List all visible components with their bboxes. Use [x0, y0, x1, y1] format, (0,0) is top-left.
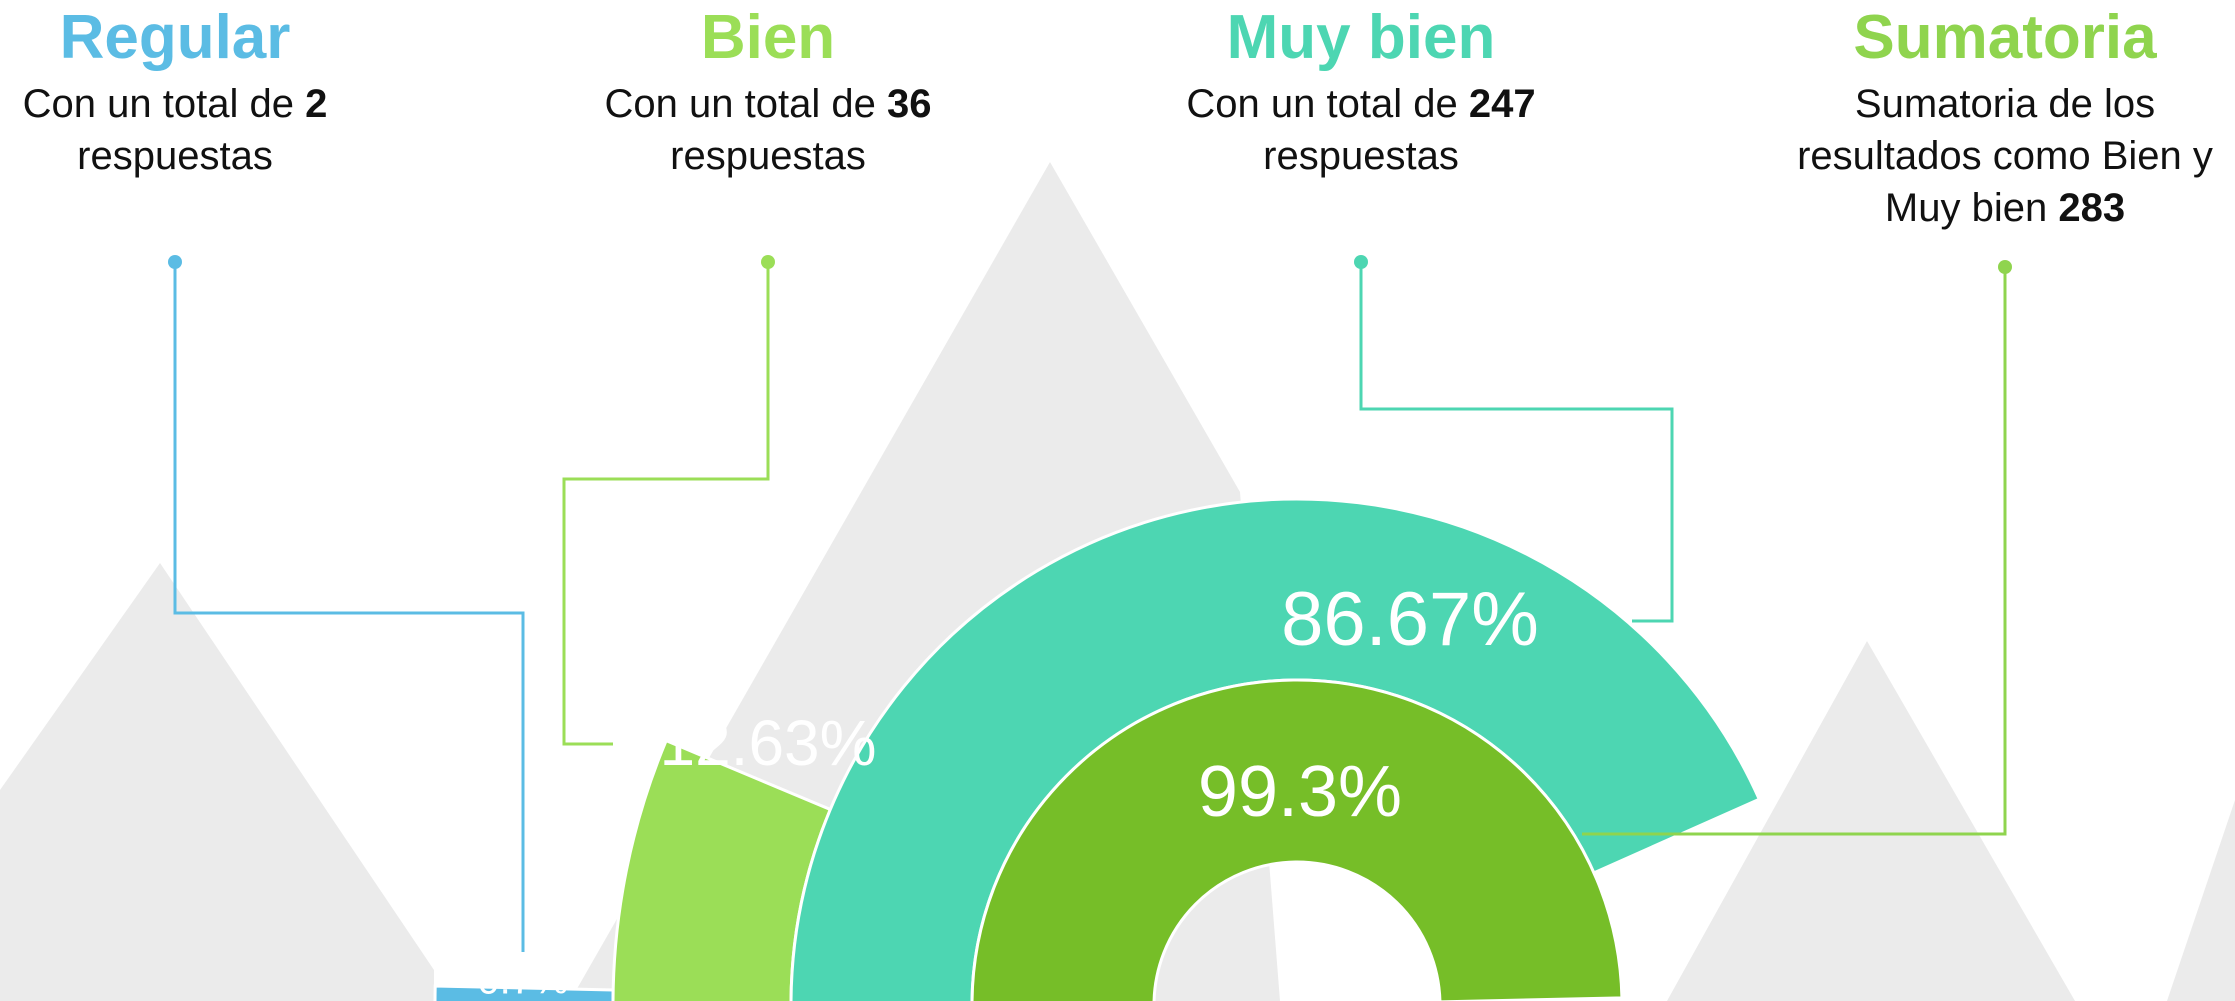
description: Con un total de 36 respuestas	[578, 78, 958, 182]
description: Sumatoria de los resultados como Bien y …	[1770, 78, 2235, 234]
description: Con un total de 2 respuestas	[0, 78, 355, 182]
mountain	[2167, 800, 2235, 1001]
rings	[435, 499, 1759, 1001]
dot	[761, 255, 775, 269]
description: Con un total de 247 respuestas	[1161, 78, 1561, 182]
description-text: Con un total de	[1186, 82, 1457, 126]
description-text: Sumatoria de los resultados como Bien y …	[1797, 82, 2213, 230]
series-title: Muy bien	[1161, 6, 1561, 70]
series-title: Sumatoria	[1770, 6, 2235, 70]
value-label: 0.7%	[477, 959, 568, 1001]
header-column: Bien Con un total de 36 respuestas	[578, 0, 958, 182]
value-label: 99.3%	[1198, 752, 1402, 832]
series-title: Bien	[578, 6, 958, 70]
header-column: Regular Con un total de 2 respuestas	[0, 0, 355, 182]
description-text: Con un total de	[23, 82, 294, 126]
count: 2	[305, 82, 327, 126]
series-title: Regular	[0, 6, 355, 70]
connector	[564, 262, 768, 744]
mountain	[1667, 641, 2075, 1001]
page: 0.7% 12.63% 86.67% 99.3% Regular Con un tota…	[0, 0, 2235, 1001]
count: 36	[887, 82, 932, 126]
description-text: Con un total de	[605, 82, 876, 126]
header-column: Sumatoria Sumatoria de los resultados com…	[1770, 0, 2235, 234]
header-column: Muy bien Con un total de 247 respuestas	[1161, 0, 1561, 182]
dot	[1998, 260, 2012, 274]
unit: respuestas	[670, 134, 866, 178]
unit: respuestas	[1263, 134, 1459, 178]
count: 283	[2058, 186, 2125, 230]
dot	[1354, 255, 1368, 269]
dot	[168, 255, 182, 269]
mountain	[0, 563, 434, 1001]
value-label: 86.67%	[1281, 577, 1539, 662]
unit: respuestas	[77, 134, 273, 178]
count: 247	[1469, 82, 1536, 126]
value-label: 12.63%	[659, 707, 876, 779]
